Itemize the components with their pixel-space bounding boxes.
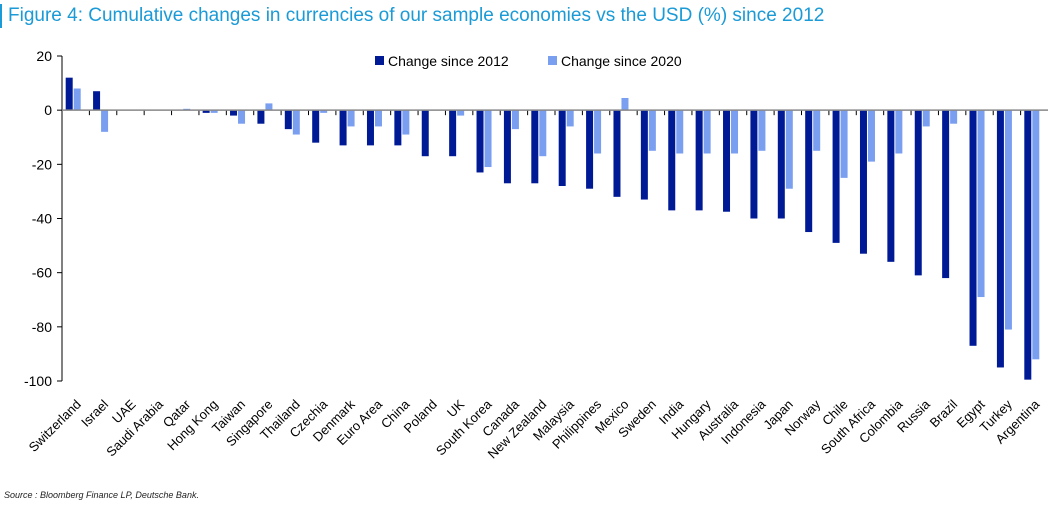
bar-2020-hong-kong bbox=[210, 110, 218, 113]
bar-2012-brazil bbox=[942, 110, 950, 279]
bar-2012-thailand bbox=[284, 110, 292, 130]
bar-2020-australia bbox=[731, 110, 739, 154]
y-tick-label: -80 bbox=[32, 319, 52, 335]
legend-label: Change since 2020 bbox=[561, 53, 682, 69]
bar-2020-brazil bbox=[950, 110, 958, 124]
bar-2012-south-korea bbox=[476, 110, 484, 173]
bar-2012-japan bbox=[777, 110, 785, 219]
y-tick-label: -60 bbox=[32, 265, 52, 281]
legend-label: Change since 2012 bbox=[388, 53, 509, 69]
bar-2020-japan bbox=[785, 110, 793, 189]
y-tick-label: -40 bbox=[32, 211, 52, 227]
bar-2012-hong-kong bbox=[202, 110, 210, 113]
y-tick-label: -100 bbox=[24, 373, 52, 389]
bar-2020-canada bbox=[511, 110, 519, 130]
bar-2020-argentina bbox=[1032, 110, 1040, 360]
bar-2012-switzerland bbox=[65, 77, 73, 111]
bar-2020-taiwan bbox=[238, 110, 246, 124]
bar-2012-euro-area bbox=[366, 110, 374, 146]
bar-2012-india bbox=[668, 110, 676, 211]
bar-2012-czechia bbox=[312, 110, 320, 143]
bar-2012-philippines bbox=[586, 110, 594, 189]
bar-2012-new-zealand bbox=[531, 110, 539, 184]
bar-2020-norway bbox=[813, 110, 821, 151]
bar-2020-hungary bbox=[703, 110, 711, 154]
bar-2012-argentina bbox=[1024, 110, 1032, 380]
bar-2020-turkey bbox=[1004, 110, 1012, 330]
bar-2020-philippines bbox=[594, 110, 602, 154]
bar-2020-uk bbox=[457, 110, 465, 116]
bar-2020-thailand bbox=[292, 110, 300, 135]
bar-2012-chile bbox=[832, 110, 840, 243]
source-note: Source : Bloomberg Finance LP, Deutsche … bbox=[4, 490, 199, 500]
bar-2020-denmark bbox=[347, 110, 355, 127]
bar-2012-taiwan bbox=[230, 110, 238, 116]
bar-2020-malaysia bbox=[566, 110, 574, 127]
legend-swatch bbox=[375, 56, 384, 65]
bar-2012-denmark bbox=[339, 110, 347, 146]
legend-swatch bbox=[548, 56, 557, 65]
bar-2012-mexico bbox=[613, 110, 621, 197]
bar-2012-australia bbox=[723, 110, 731, 212]
bar-2020-egypt bbox=[977, 110, 985, 298]
bar-2012-sweden bbox=[640, 110, 648, 200]
y-tick-label: -20 bbox=[32, 156, 52, 172]
bar-2020-chile bbox=[840, 110, 848, 178]
bar-2012-egypt bbox=[969, 110, 977, 346]
x-tick-label: Israel bbox=[78, 397, 111, 430]
bar-2012-china bbox=[394, 110, 402, 146]
bar-2012-south-africa bbox=[859, 110, 867, 254]
bar-2012-hungary bbox=[695, 110, 703, 211]
bar-2020-south-africa bbox=[867, 110, 875, 162]
bar-2020-mexico bbox=[621, 97, 629, 111]
bar-2020-china bbox=[402, 110, 410, 135]
bar-2020-indonesia bbox=[758, 110, 766, 151]
bar-2012-canada bbox=[503, 110, 511, 184]
bar-2020-sweden bbox=[648, 110, 656, 151]
bar-2012-indonesia bbox=[750, 110, 758, 219]
bar-2020-colombia bbox=[895, 110, 903, 154]
bar-2012-uk bbox=[449, 110, 457, 157]
x-tick-label: Switzerland bbox=[26, 397, 84, 455]
bar-2020-india bbox=[676, 110, 684, 154]
bar-2020-czechia bbox=[320, 110, 328, 113]
bar-2012-turkey bbox=[996, 110, 1004, 368]
bar-2012-norway bbox=[805, 110, 813, 233]
bar-2012-singapore bbox=[257, 110, 265, 124]
bar-2012-russia bbox=[914, 110, 922, 276]
bar-2012-poland bbox=[421, 110, 429, 157]
chart-title: Figure 4: Cumulative changes in currenci… bbox=[0, 4, 824, 28]
bar-2012-malaysia bbox=[558, 110, 566, 186]
bar-2020-israel bbox=[101, 110, 109, 132]
bar-2020-singapore bbox=[265, 103, 273, 111]
bar-2012-colombia bbox=[887, 110, 895, 262]
y-tick-label: 20 bbox=[36, 48, 52, 64]
bar-2020-new-zealand bbox=[539, 110, 547, 157]
bar-2020-switzerland bbox=[73, 88, 81, 111]
x-tick-label: Brazil bbox=[927, 397, 961, 431]
bar-2020-euro-area bbox=[374, 110, 382, 127]
bar-2020-south-korea bbox=[484, 110, 492, 168]
bar-2012-israel bbox=[93, 91, 101, 111]
bar-2020-russia bbox=[922, 110, 930, 127]
bar-chart: 200-20-40-60-80-100SwitzerlandIsraelUAES… bbox=[24, 48, 1048, 461]
y-tick-label: 0 bbox=[44, 102, 52, 118]
